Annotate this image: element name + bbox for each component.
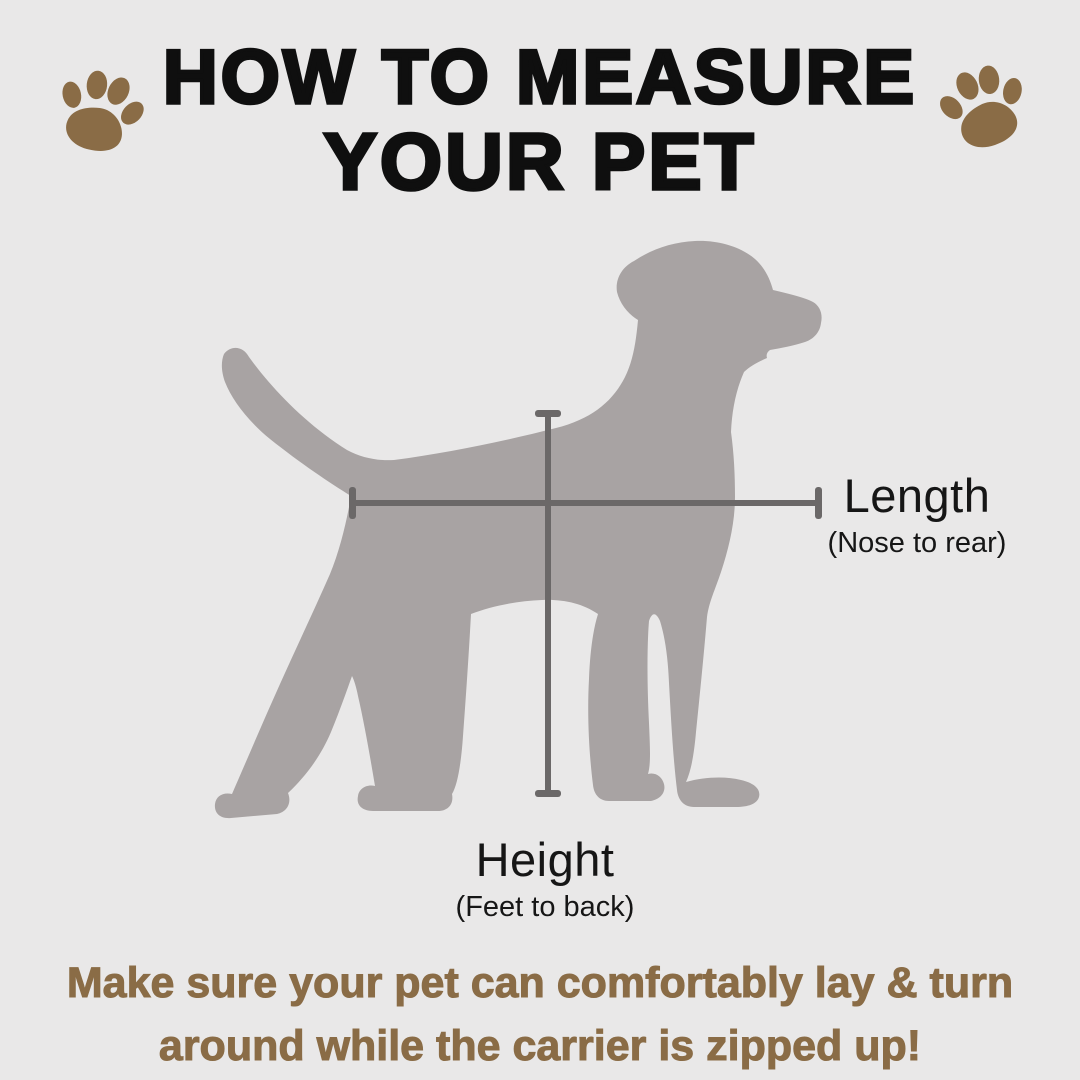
height-line-bottom-cap: [535, 790, 561, 797]
length-line-rear-cap: [349, 487, 356, 519]
height-label-group: Height (Feet to back): [395, 834, 695, 924]
paw-print-icon: [62, 70, 144, 151]
height-label: Height: [475, 833, 615, 886]
title-line-2: YOUR PET: [322, 117, 757, 206]
length-measure-line: [352, 500, 820, 506]
height-line-top-cap: [535, 410, 561, 417]
height-measure-line: [545, 413, 551, 796]
height-sublabel: (Feet to back): [455, 891, 635, 923]
footer-line-1: Make sure your pet can comfortably lay &…: [66, 959, 1014, 1008]
length-line-nose-cap: [815, 487, 822, 519]
length-label: Length: [843, 469, 991, 522]
footer-note: Make sure your pet can comfortably lay &…: [0, 952, 1080, 1078]
page-title: HOW TO MEASURE YOUR PET: [0, 34, 1080, 206]
length-label-group: Length (Nose to rear): [817, 470, 1017, 560]
paw-print-icon: [940, 65, 1022, 148]
footer-line-2: around while the carrier is zipped up!: [158, 1022, 922, 1071]
title-line-1: HOW TO MEASURE: [161, 34, 918, 122]
length-sublabel: (Nose to rear): [827, 527, 1007, 559]
